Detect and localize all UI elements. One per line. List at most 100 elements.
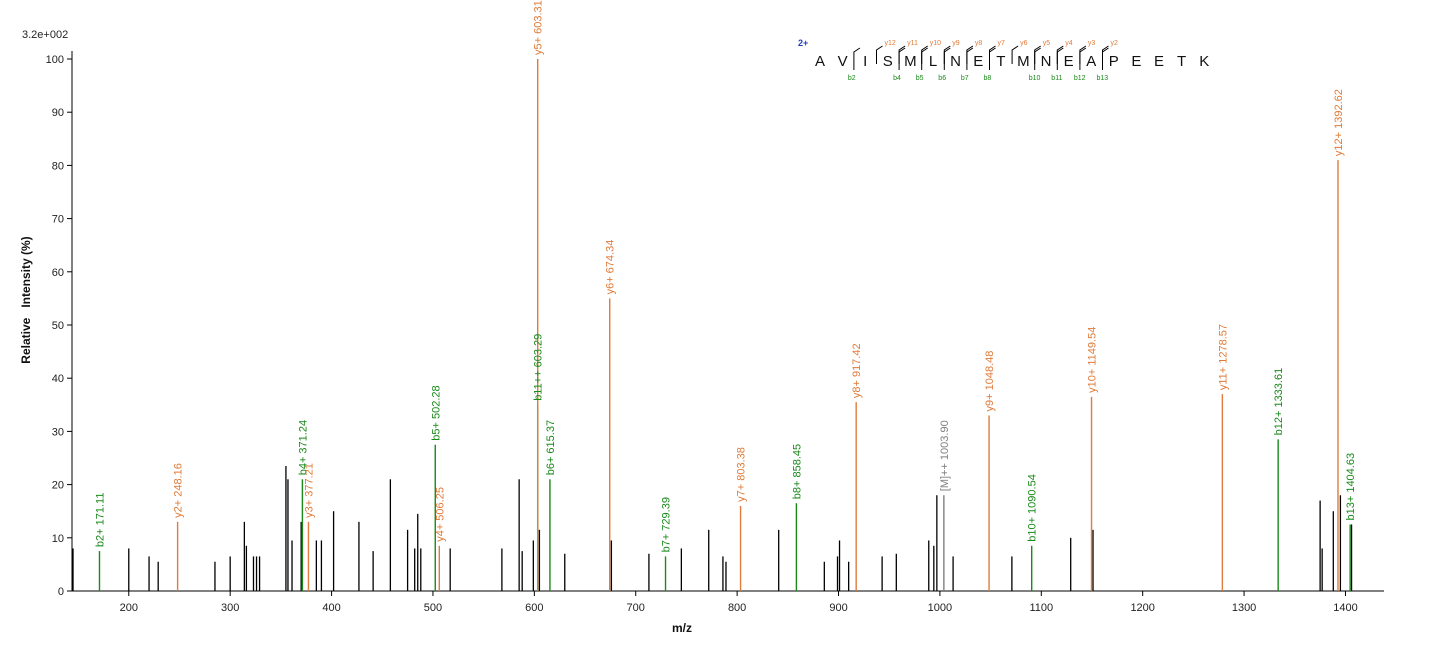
x-tick-label: 1400	[1333, 602, 1357, 614]
peak-label: y10+ 1149.54	[1087, 327, 1099, 393]
b-ion-label: b6	[938, 75, 946, 82]
b-ion-cleavage-mark	[853, 47, 861, 70]
y-tick-label: 60	[52, 267, 64, 279]
sequence-residue: M	[904, 53, 917, 70]
b-ion-cleavage-mark	[1079, 47, 1087, 70]
sequence-residue: L	[929, 53, 937, 70]
b-ion-label: b12	[1074, 75, 1086, 82]
y-axis-title: Relative Intensity (%)	[19, 236, 33, 363]
y-tick-label: 100	[46, 54, 64, 66]
b-ion-cleavage-mark	[921, 47, 928, 70]
y-ion-label: y7	[998, 40, 1006, 47]
y-tick-label: 0	[58, 586, 64, 598]
b-ion-label: b2	[848, 75, 856, 82]
charge-state-label: 2+	[798, 38, 808, 48]
y-ion-label: y3	[1088, 40, 1096, 47]
peak-label: b8+ 858.45	[791, 444, 803, 499]
sequence-residue: M	[1017, 53, 1030, 70]
sequence-residue: N	[1041, 53, 1052, 70]
peak-label: b12+ 1333.61	[1273, 368, 1285, 436]
b-ion-cleavage-mark	[943, 47, 951, 70]
sequence-residue: A	[815, 53, 825, 70]
peak-label: y3+ 377.21	[303, 463, 315, 518]
y-tick-label: 20	[52, 480, 64, 492]
peak-label: b7+ 729.39	[661, 497, 673, 552]
y-tick-label: 90	[52, 107, 64, 119]
peak-label: y11+ 1278.57	[1217, 324, 1229, 390]
y-ion-cleavage-mark	[1011, 45, 1019, 64]
y-tick-label: 10	[52, 533, 64, 545]
sequence-residue: A	[1086, 53, 1096, 70]
x-tick-label: 1100	[1029, 602, 1053, 614]
peak-label: b4+ 371.24	[297, 420, 309, 475]
peak-label: y5+ 603.31	[533, 0, 545, 55]
y-tick-label: 40	[52, 373, 64, 385]
peak-label: y6+ 674.34	[605, 240, 617, 295]
b-ion-cleavage-mark	[898, 47, 906, 70]
y-tick-label: 70	[52, 214, 64, 226]
x-tick-label: 600	[525, 602, 543, 614]
x-tick-label: 200	[120, 602, 138, 614]
peak-label: b2+ 171.11	[94, 493, 106, 548]
scale-label: 3.2e+002	[22, 29, 68, 41]
peak-label: b5+ 502.28	[430, 385, 442, 440]
sequence-residue: T	[996, 53, 1005, 70]
sequence-residue: E	[1131, 53, 1141, 70]
sequence-residue: K	[1199, 53, 1209, 70]
peaks-layer	[72, 59, 1353, 591]
sequence-residue: E	[1064, 53, 1074, 70]
y-tick-label: 80	[52, 160, 64, 172]
peak-label: b6+ 615.37	[545, 420, 557, 475]
y-ion-label: y8	[975, 40, 983, 47]
y-ion-cleavage-mark	[876, 45, 883, 64]
sequence-residue: S	[883, 53, 893, 70]
sequence-residue: N	[950, 53, 961, 70]
y-ion-label: y6	[1020, 40, 1028, 47]
sequence-residue: E	[1154, 53, 1164, 70]
b-ion-label: b7	[961, 75, 969, 82]
y-ion-label: y4	[1065, 40, 1073, 47]
x-tick-label: 1300	[1232, 602, 1256, 614]
peak-label: y8+ 917.42	[851, 343, 863, 398]
peak-label: b11++ 603.29	[533, 334, 545, 401]
peak-label: [M]++ 1003.90	[939, 420, 951, 491]
b-ion-label: b4	[893, 75, 901, 82]
b-ion-cleavage-mark	[989, 47, 996, 70]
y-tick-label: 50	[52, 320, 64, 332]
x-tick-label: 900	[829, 602, 847, 614]
x-tick-label: 1000	[928, 602, 952, 614]
sequence-residue: P	[1109, 53, 1119, 70]
b-ion-label: b11	[1051, 75, 1062, 82]
b-ion-cleavage-mark	[1056, 47, 1064, 70]
x-tick-label: 300	[221, 602, 239, 614]
peak-label: y12+ 1392.62	[1333, 89, 1345, 156]
sequence-residue: I	[863, 53, 867, 70]
peak-label: y7+ 803.38	[736, 447, 748, 502]
peak-label: b10+ 1090.54	[1027, 474, 1039, 542]
x-tick-label: 400	[322, 602, 340, 614]
b-ion-label: b10	[1029, 75, 1041, 82]
sequence-residue: E	[973, 53, 983, 70]
sequence-residue: V	[838, 53, 848, 70]
b-ion-cleavage-mark	[1102, 47, 1109, 70]
b-ion-label: b5	[916, 75, 924, 82]
y-ion-label: y2	[1111, 40, 1119, 47]
y-ion-label: y5	[1043, 40, 1051, 47]
b-ion-cleavage-mark	[1034, 47, 1041, 70]
x-tick-label: 500	[424, 602, 442, 614]
peak-label: b13+ 1404.63	[1345, 453, 1357, 521]
x-axis-title: m/z	[672, 621, 692, 635]
y-ion-label: y12	[885, 40, 896, 47]
peak-label: y2+ 248.16	[173, 463, 185, 518]
axis-ticks: 200 300 400 500 600 700 800 900 1000 1100 1200 1300…	[46, 54, 1358, 614]
x-tick-label: 700	[627, 602, 645, 614]
y-ion-label: y9	[952, 40, 960, 47]
b-ion-cleavage-mark	[966, 47, 974, 70]
sequence-residue: T	[1177, 53, 1186, 70]
x-tick-label: 1200	[1130, 602, 1154, 614]
b-ion-label: b13	[1097, 75, 1109, 82]
